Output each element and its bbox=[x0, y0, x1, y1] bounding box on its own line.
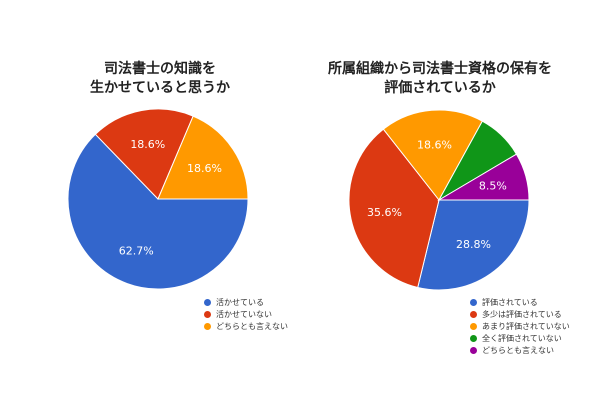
legend-left-label-3: どちらとも言えない bbox=[216, 321, 288, 331]
chart-title-right-line-2: 評価されているか bbox=[384, 80, 496, 96]
legend-left-item-3: どちらとも言えない bbox=[204, 320, 288, 332]
pie-right-slice-1-label: 28.8% bbox=[456, 238, 491, 251]
legend-right-swatch-4 bbox=[470, 334, 477, 342]
legend-right-item-3: あまり評価されていない bbox=[470, 320, 570, 332]
legend-right-swatch-1 bbox=[470, 298, 477, 306]
pie-left-slice-1 bbox=[67, 133, 249, 290]
legend-right-label-4: 全く評価されていない bbox=[482, 333, 562, 343]
legend-right-item-1: 評価されている bbox=[470, 296, 570, 308]
legend-left-item-1: 活かせている bbox=[204, 296, 288, 308]
legend-right-label-3: あまり評価されていない bbox=[482, 321, 570, 331]
pie-left-slice-3 bbox=[157, 115, 249, 200]
legend-left-label-2: 活かせていない bbox=[216, 309, 272, 319]
chart-title-left-line-2: 生かせていると思うか bbox=[90, 80, 230, 96]
chart-title-right-line-1: 所属組織から司法書士資格の保有を bbox=[328, 61, 552, 77]
pie-left-slice-1-label: 62.7% bbox=[119, 244, 154, 257]
chart-title-right: 所属組織から司法書士資格の保有を 評価されているか bbox=[300, 60, 580, 98]
pie-right-slice-3 bbox=[382, 109, 484, 201]
pie-left-slice-2-label: 18.6% bbox=[130, 138, 165, 151]
legend-right-swatch-3 bbox=[470, 322, 477, 330]
legend-right-item-5: どちらとも言えない bbox=[470, 344, 570, 356]
legend-left-swatch-3 bbox=[204, 322, 211, 330]
pie-right-slice-3-label: 18.6% bbox=[417, 138, 452, 151]
pie-left-slice-3-label: 18.6% bbox=[187, 162, 222, 175]
legend-right-item-4: 全く評価されていない bbox=[470, 332, 570, 344]
legend-right: 評価されている多少は評価されている あまり評価されていない 全く評価されていない どち… bbox=[470, 296, 570, 356]
pie-left-slice-2 bbox=[94, 108, 194, 200]
pie-right-slice-5 bbox=[437, 153, 530, 201]
legend-right-swatch-2 bbox=[470, 310, 477, 318]
legend-left-item-2: 活かせていない bbox=[204, 308, 288, 320]
legend-left-label-1: 活かせている bbox=[216, 297, 264, 307]
pie-right-slice-5-label: 8.5% bbox=[479, 179, 507, 192]
pie-right-slice-2-label: 35.6% bbox=[367, 206, 402, 219]
chart-title-left: 司法書士の知識を 生かせていると思うか bbox=[60, 60, 260, 98]
legend-right-label-2: 多少は評価されている bbox=[482, 309, 562, 319]
legend-right-swatch-5 bbox=[470, 346, 477, 354]
legend-left: 活かせている 活かせていないどちらとも言えない bbox=[204, 296, 288, 332]
pie-right-slice-1 bbox=[417, 199, 530, 291]
legend-right-label-1: 評価されている bbox=[482, 297, 538, 307]
legend-right-label-5: どちらとも言えない bbox=[482, 345, 554, 355]
legend-left-swatch-1 bbox=[204, 298, 211, 306]
pie-right-slice-2 bbox=[348, 128, 440, 289]
chart-title-left-line-1: 司法書士の知識を bbox=[104, 61, 216, 77]
legend-left-swatch-2 bbox=[204, 310, 211, 318]
legend-right-item-2: 多少は評価されている bbox=[470, 308, 570, 320]
